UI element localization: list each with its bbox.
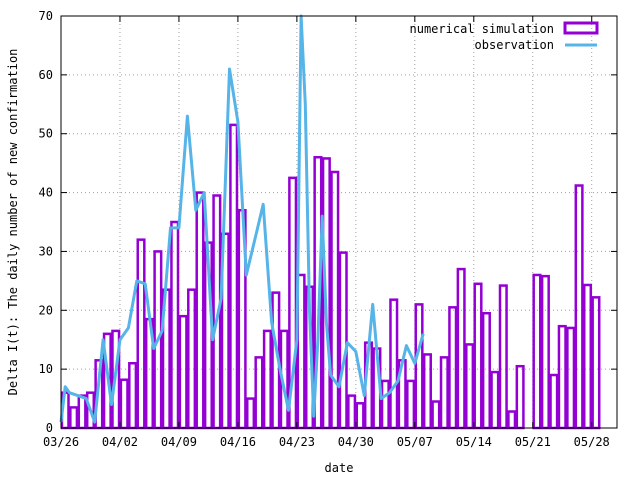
simulation-bar xyxy=(229,123,239,430)
legend-label-simulation: numerical simulation xyxy=(410,22,555,36)
simulation-bar xyxy=(532,273,542,430)
simulation-bar xyxy=(406,379,416,430)
simulation-bar xyxy=(330,170,340,430)
simulation-bar xyxy=(77,394,87,430)
x-tick-label: 05/28 xyxy=(574,435,610,449)
simulation-bar xyxy=(566,326,576,430)
y-tick-label: 10 xyxy=(39,362,53,376)
simulation-bar xyxy=(540,274,550,430)
x-tick-label: 03/26 xyxy=(43,435,79,449)
simulation-bar xyxy=(389,298,399,430)
legend-label-observation: observation xyxy=(475,38,554,52)
simulation-bar xyxy=(136,238,146,430)
simulation-bar xyxy=(465,343,475,430)
simulation-bar xyxy=(439,356,449,430)
x-tick-label: 04/30 xyxy=(338,435,374,449)
simulation-bar xyxy=(481,311,491,430)
simulation-bar xyxy=(582,283,593,430)
x-axis-ticks: 03/26 04/02 04/09 04/16 04/23 04/30 05/07 05/14… xyxy=(43,16,610,449)
y-tick-label: 50 xyxy=(39,127,53,141)
y-axis-ticks: 0 10 20 30 40 50 60 70 xyxy=(39,9,617,435)
simulation-bar xyxy=(246,397,256,430)
simulation-bar xyxy=(355,402,365,430)
simulation-bar xyxy=(338,251,348,430)
x-tick-label: 04/02 xyxy=(102,435,138,449)
simulation-bar xyxy=(178,314,188,430)
simulation-bar xyxy=(195,191,205,430)
simulation-bar xyxy=(347,394,357,430)
simulation-bar xyxy=(507,410,517,430)
y-tick-label: 40 xyxy=(39,186,53,200)
simulation-bar xyxy=(574,184,584,430)
y-tick-label: 0 xyxy=(46,421,53,435)
x-tick-label: 05/21 xyxy=(515,435,551,449)
observation-line xyxy=(59,14,425,424)
legend-swatch-simulation xyxy=(563,21,599,35)
x-tick-label: 04/16 xyxy=(220,435,256,449)
simulation-bar xyxy=(431,400,441,430)
simulation-bar xyxy=(473,282,483,430)
simulation-bar xyxy=(262,329,272,430)
y-tick-label: 70 xyxy=(39,9,53,23)
simulation-bar xyxy=(456,267,466,430)
simulation-bar xyxy=(591,296,601,430)
simulation-bar xyxy=(414,303,424,430)
simulation-bar xyxy=(254,356,264,430)
simulation-bar xyxy=(170,220,180,430)
observation-line-group xyxy=(59,14,425,424)
y-tick-label: 60 xyxy=(39,68,53,82)
simulation-bar xyxy=(557,324,567,430)
x-tick-label: 04/09 xyxy=(161,435,197,449)
x-axis-title: date xyxy=(325,461,354,475)
simulation-bars xyxy=(60,123,601,430)
simulation-bar xyxy=(187,288,197,430)
simulation-bar xyxy=(69,406,79,430)
simulation-bar xyxy=(448,306,458,430)
simulation-bar xyxy=(549,373,559,430)
simulation-bar xyxy=(515,364,525,430)
y-tick-label: 30 xyxy=(39,244,53,258)
simulation-bar xyxy=(490,370,500,430)
simulation-bar xyxy=(128,362,138,430)
x-tick-label: 04/23 xyxy=(279,435,315,449)
y-axis-title: Delta I(t): The daily number of new conf… xyxy=(6,49,20,396)
simulation-bar xyxy=(119,378,129,430)
simulation-bar xyxy=(380,379,390,430)
y-tick-label: 20 xyxy=(39,303,53,317)
simulation-bar xyxy=(498,284,508,430)
x-tick-label: 05/07 xyxy=(397,435,433,449)
x-tick-label: 05/14 xyxy=(456,435,492,449)
simulation-bar xyxy=(422,353,432,430)
legend: numerical simulation observation xyxy=(410,21,599,52)
plot-frame xyxy=(60,15,618,429)
